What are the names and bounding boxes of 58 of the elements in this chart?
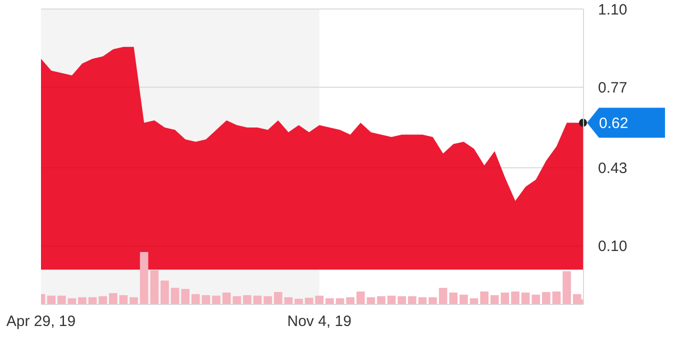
bar (119, 295, 128, 304)
bar (57, 296, 66, 304)
bar (304, 298, 314, 304)
bar (408, 296, 416, 304)
bar (47, 296, 56, 304)
bar (521, 292, 530, 304)
bar (500, 292, 510, 304)
bar (418, 297, 427, 304)
bar (191, 294, 200, 304)
bar (398, 296, 406, 304)
bar (202, 295, 210, 304)
bar (264, 296, 272, 304)
bar (480, 292, 488, 304)
bar (160, 280, 169, 304)
bar (326, 298, 334, 304)
bar (490, 295, 499, 304)
bar (232, 296, 242, 304)
bar (294, 298, 303, 304)
bar (181, 288, 190, 304)
bar (109, 293, 118, 304)
bar (511, 292, 520, 304)
bar (336, 298, 344, 304)
bar (243, 295, 252, 304)
bar (460, 294, 468, 304)
bar (346, 297, 354, 304)
bar (438, 288, 448, 304)
bar (212, 296, 220, 304)
bar (78, 297, 86, 304)
bar (377, 296, 386, 304)
bar (88, 297, 97, 304)
bar (130, 297, 138, 304)
bar (542, 292, 550, 304)
y-tick-label: 0.77 (598, 79, 628, 96)
bar (428, 297, 437, 304)
bar (274, 292, 282, 304)
x-tick-label: Nov 4, 19 (287, 313, 352, 330)
bar (449, 292, 458, 304)
y-tick-label: 1.10 (598, 1, 628, 18)
bar (98, 296, 108, 304)
bar (284, 297, 293, 304)
bar (222, 292, 231, 304)
bar (552, 292, 561, 304)
bar (532, 294, 540, 304)
x-tick-label: Apr 29, 19 (6, 313, 76, 330)
bar (356, 292, 365, 304)
bar (387, 296, 396, 304)
bar (315, 296, 324, 304)
bar (366, 297, 376, 304)
bar (140, 252, 148, 304)
y-tick-label: 0.43 (598, 160, 628, 178)
bar (470, 298, 478, 304)
bar (253, 296, 262, 304)
y-tick-label: 0.10 (598, 238, 628, 256)
bar (562, 271, 571, 304)
bar (68, 298, 76, 304)
bar (150, 270, 159, 304)
bar (170, 288, 180, 304)
annotation: 0.62 (599, 114, 628, 132)
